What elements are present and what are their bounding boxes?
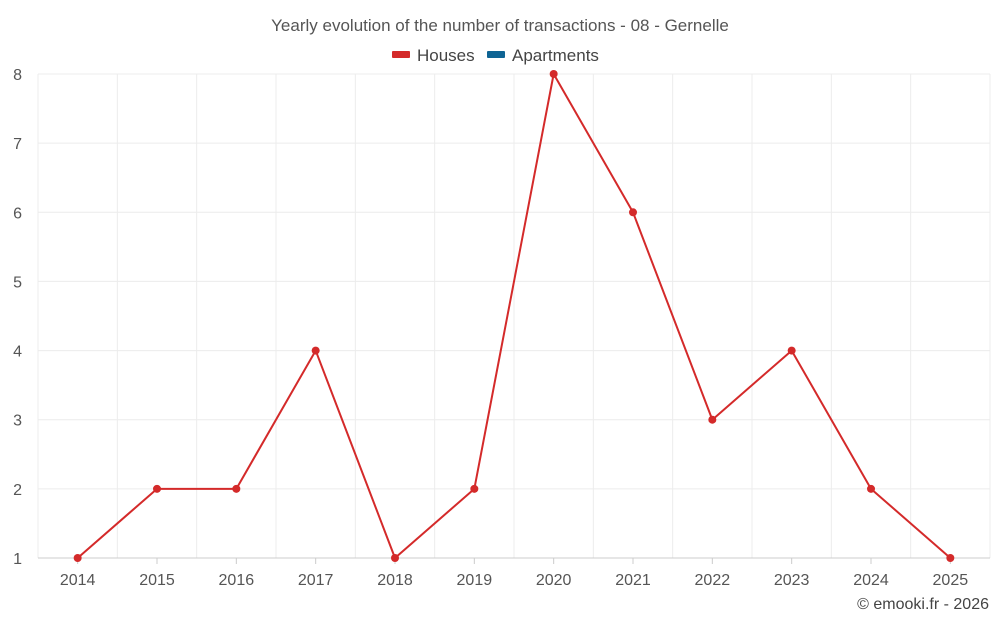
- gridlines: [37, 73, 991, 558]
- series-line-houses: [77, 73, 951, 559]
- x-tick-label-2019: 2019: [457, 572, 493, 589]
- x-tick-label-2017: 2017: [298, 572, 334, 589]
- y-tick-label: 5: [13, 274, 22, 291]
- x-tick-label-2015: 2015: [139, 572, 175, 589]
- data-point-houses-2018[interactable]: [391, 554, 399, 562]
- y-tick-label: 8: [13, 67, 22, 84]
- x-tick-label-2024: 2024: [853, 572, 889, 589]
- x-tick-label-2022: 2022: [695, 572, 731, 589]
- data-point-houses-2022[interactable]: [708, 415, 717, 424]
- x-tick-label-2018: 2018: [377, 572, 413, 589]
- legend: Houses Apartments: [392, 46, 599, 65]
- legend-label-apartments: Apartments: [512, 46, 599, 65]
- data-point-houses-2014[interactable]: [73, 554, 82, 562]
- x-tick-label-2020: 2020: [536, 572, 572, 589]
- x-tick-label-2023: 2023: [774, 572, 810, 589]
- x-tick-label-2014: 2014: [60, 572, 96, 589]
- y-tick-label: 7: [13, 136, 22, 153]
- legend-item-apartments[interactable]: Apartments: [487, 46, 599, 65]
- x-tick-label-2016: 2016: [219, 572, 255, 589]
- x-tick-label-2021: 2021: [615, 572, 651, 589]
- y-tick-label: 3: [13, 413, 22, 430]
- y-axis-ticks: 1 2 3 4 5 6 7 8: [13, 67, 22, 568]
- data-point-houses-2017[interactable]: [311, 346, 320, 355]
- data-point-houses-2023[interactable]: [787, 346, 796, 355]
- data-point-houses-2024[interactable]: [867, 484, 875, 493]
- credit-text: © emooki.fr - 2026: [857, 596, 989, 613]
- legend-swatch-apartments: [487, 51, 505, 58]
- legend-label-houses: Houses: [417, 46, 475, 65]
- y-tick-label: 1: [13, 551, 22, 568]
- x-axis-ticks: 2014 2015 2016 2017 2018 2019 2020 2021 2022 2023…: [60, 558, 968, 589]
- data-point-houses-2016[interactable]: [232, 484, 241, 493]
- chart-title: Yearly evolution of the number of transa…: [271, 16, 729, 35]
- x-tick-label-2025: 2025: [933, 572, 969, 589]
- series-houses: [73, 70, 955, 562]
- y-tick-label: 2: [13, 482, 22, 499]
- data-point-houses-2015[interactable]: [153, 484, 161, 493]
- data-point-houses-2019[interactable]: [470, 484, 479, 493]
- data-point-houses-2020[interactable]: [549, 70, 558, 78]
- legend-swatch-houses: [392, 51, 410, 58]
- data-point-houses-2025[interactable]: [946, 554, 955, 562]
- y-tick-label: 4: [13, 344, 22, 361]
- legend-item-houses[interactable]: Houses: [392, 46, 475, 65]
- data-point-houses-2021[interactable]: [629, 208, 637, 217]
- y-tick-label: 6: [13, 205, 22, 222]
